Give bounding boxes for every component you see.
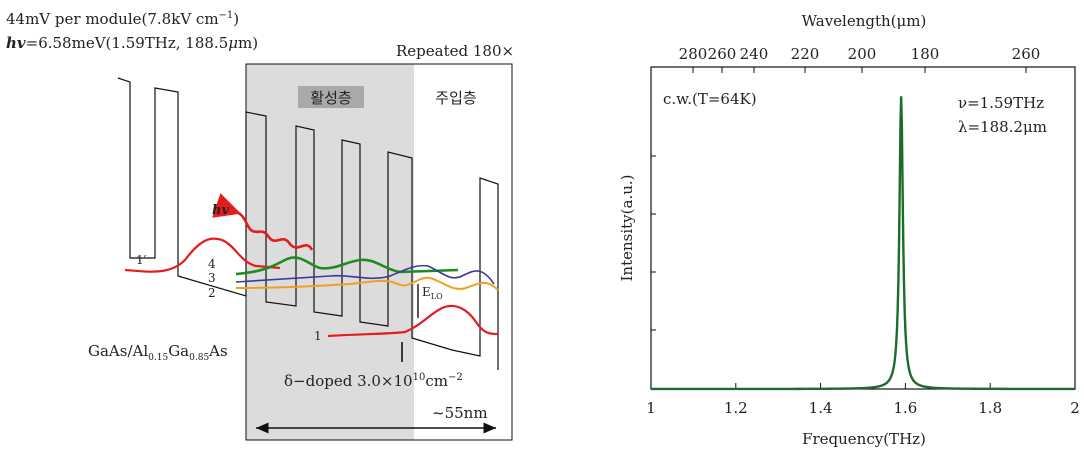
annotation-cw: c.w.(T=64K) (663, 90, 757, 108)
photon-emission-arrow (212, 193, 314, 251)
level-2-label: 2 (208, 286, 216, 300)
active-label-bg (298, 86, 364, 108)
annotation-wavelength: λ=188.2μm (958, 118, 1047, 136)
active-region-shade (246, 64, 414, 440)
x-axis-label: Frequency(THz) (802, 430, 926, 448)
injector-label: 주입층 (435, 89, 476, 107)
top-tick-label: 180 (911, 45, 940, 63)
wavefunction-1prime (124, 237, 281, 273)
top-tick-label: 220 (791, 45, 820, 63)
x-tick-label: 2 (1070, 399, 1080, 417)
top-tick-label: 260 (1012, 45, 1041, 63)
x-tick-label: 1.6 (893, 399, 917, 417)
band-diagram: 44mV per module(7.8kV cm−1) hv=6.58meV(1… (6, 10, 514, 441)
header-line-1: 44mV per module(7.8kV cm−1) (6, 10, 239, 28)
x-tick-label: 1.8 (978, 399, 1002, 417)
top-axis-label: Wavelength(μm) (802, 12, 927, 30)
x-axis-ticks: 1 1.2 1.4 1.6 1.8 2 (646, 383, 1080, 417)
period-length-label: ~55nm (432, 404, 488, 422)
hv-label: hv (212, 203, 229, 218)
x-tick-label: 1 (646, 399, 656, 417)
top-tick-label: 240 (740, 45, 769, 63)
top-tick-label: 200 (848, 45, 877, 63)
elo-label: ELO (422, 285, 443, 301)
spectrum-chart: Wavelength(μm) 1 1.2 1.4 1.6 1.8 2 280 260 240 2… (618, 12, 1080, 448)
top-axis-ticks: 280 260 240 220 200 180 260 (679, 45, 1041, 73)
x-tick-label: 1.4 (809, 399, 833, 417)
level-4-label: 4 (208, 257, 216, 271)
repeated-label: Repeated 180× (396, 42, 514, 60)
header-line-2: hv=6.58meV(1.59THz, 188.5μm) (6, 34, 258, 52)
x-tick-label: 1.2 (724, 399, 748, 417)
wavefunction-2 (235, 276, 499, 291)
level-1prime-label: 1′ (136, 253, 147, 267)
level-3-label: 3 (208, 271, 216, 285)
y-axis-label: Intensity(a.u.) (618, 175, 636, 282)
annotation-frequency: ν=1.59THz (958, 94, 1044, 112)
spectrum-series-line (651, 96, 1075, 391)
material-label: GaAs/Al0.15Ga0.85As (88, 342, 228, 363)
top-tick-label: 280 (679, 45, 708, 63)
level-1-label: 1 (314, 329, 322, 343)
y-axis-ticks (651, 155, 656, 331)
wavefunction-1 (327, 304, 499, 338)
active-region-label: 활성층 (310, 89, 351, 107)
doping-label: δ−doped 3.0×1010cm−2 (284, 372, 463, 390)
plot-frame (650, 66, 1076, 390)
wavefunction-4 (235, 256, 459, 276)
conduction-band (117, 77, 499, 370)
top-tick-label: 260 (708, 45, 737, 63)
wavefunction-3 (235, 264, 495, 285)
